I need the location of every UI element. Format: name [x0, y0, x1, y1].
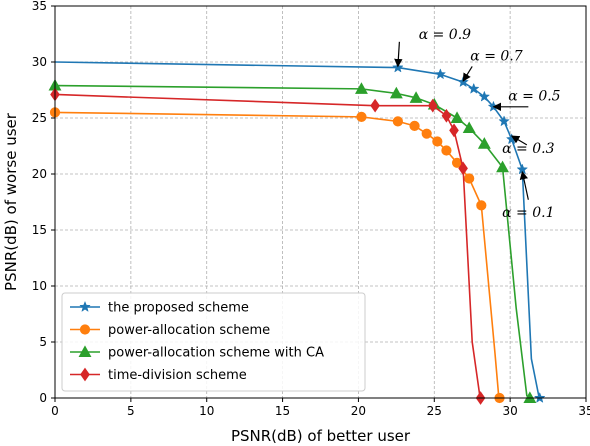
legend-label: time-division scheme [108, 368, 247, 383]
data-point [464, 173, 475, 184]
legend-marker [79, 324, 91, 335]
annotation-label: α = 0.7 [470, 48, 522, 64]
y-tick-label: 15 [32, 223, 47, 237]
data-point [392, 116, 403, 127]
x-tick-label: 5 [127, 404, 135, 418]
series-line [54, 84, 531, 399]
x-tick-label: 25 [427, 404, 442, 418]
x-tick-label: 30 [503, 404, 518, 418]
data-point [450, 111, 464, 123]
legend-entry: time-division scheme [70, 367, 247, 383]
data-point [462, 121, 476, 134]
data-point [458, 161, 468, 176]
x-tick-label: 15 [275, 404, 290, 418]
data-point [533, 391, 546, 403]
alpha-annotation: α = 0.9 [394, 27, 471, 68]
x-tick-label: 0 [51, 404, 59, 418]
series-group [49, 107, 505, 404]
y-tick-label: 35 [32, 0, 47, 13]
legend-label: the proposed scheme [108, 301, 249, 316]
annotation-arrow [519, 170, 529, 200]
annotations-layer: α = 0.9 α = 0.7 α = 0.5 α = 0.3 α = 0.1 [394, 27, 561, 221]
legend-label: power-allocation scheme [108, 323, 270, 338]
tick-layer: 0 5 10 15 20 25 30 35 0 5 10 15 20 25 30 35 [32, 0, 590, 418]
legend-entry: power-allocation scheme with CA [70, 345, 324, 361]
annotation-label: α = 0.3 [502, 141, 554, 157]
legend-entry: power-allocation scheme [70, 323, 270, 338]
annotation-arrow [394, 41, 403, 68]
data-point [389, 86, 403, 99]
y-tick-label: 25 [32, 111, 47, 125]
legend-marker [79, 300, 91, 312]
data-point [427, 98, 438, 113]
legend-marker [78, 345, 92, 357]
data-point [355, 82, 368, 94]
series-group [50, 87, 486, 405]
data-point [496, 160, 510, 173]
data-point [441, 145, 452, 156]
annotation-arrow [462, 66, 473, 82]
annotation-arrow [510, 135, 528, 146]
data-point [476, 200, 487, 211]
legend: the proposed scheme power-allocation sche… [61, 292, 366, 392]
data-point [467, 82, 480, 94]
data-point [370, 98, 380, 113]
y-tick-label: 20 [32, 167, 47, 181]
x-tick-label: 20 [351, 404, 366, 418]
annotation-label: α = 0.1 [502, 205, 554, 221]
alpha-annotation: α = 0.1 [502, 170, 555, 221]
x-tick-label: 10 [199, 404, 214, 418]
alpha-annotation: α = 0.3 [502, 135, 555, 157]
annotation-label: α = 0.5 [508, 89, 560, 105]
alpha-annotation: α = 0.5 [492, 89, 561, 112]
data-point [477, 137, 491, 149]
series-group [48, 78, 537, 403]
data-point [409, 91, 423, 103]
data-point [432, 136, 443, 147]
y-axis-label: PSNR(dB) of worse user [2, 112, 20, 291]
legend-label: power-allocation scheme with CA [108, 346, 324, 361]
data-point [421, 128, 432, 139]
x-tick-label: 35 [578, 404, 590, 418]
y-tick-label: 30 [32, 55, 47, 69]
legend-box [61, 292, 366, 392]
y-tick-label: 10 [32, 279, 47, 293]
data-point [449, 123, 459, 138]
legend-marker [80, 367, 90, 382]
x-axis-label: PSNR(dB) of better user [231, 427, 411, 445]
data-point [356, 111, 367, 122]
y-tick-label: 5 [39, 335, 47, 349]
alpha-annotation: α = 0.7 [462, 48, 523, 82]
data-point [478, 90, 491, 102]
plot-frame [54, 5, 587, 399]
data-point [409, 120, 420, 131]
data-point [434, 68, 447, 80]
y-tick-label: 0 [39, 391, 47, 405]
legend-entry: the proposed scheme [70, 301, 249, 316]
data-point [523, 391, 537, 403]
annotation-label: α = 0.9 [419, 27, 471, 43]
data-point [441, 108, 452, 123]
data-point [498, 115, 510, 127]
